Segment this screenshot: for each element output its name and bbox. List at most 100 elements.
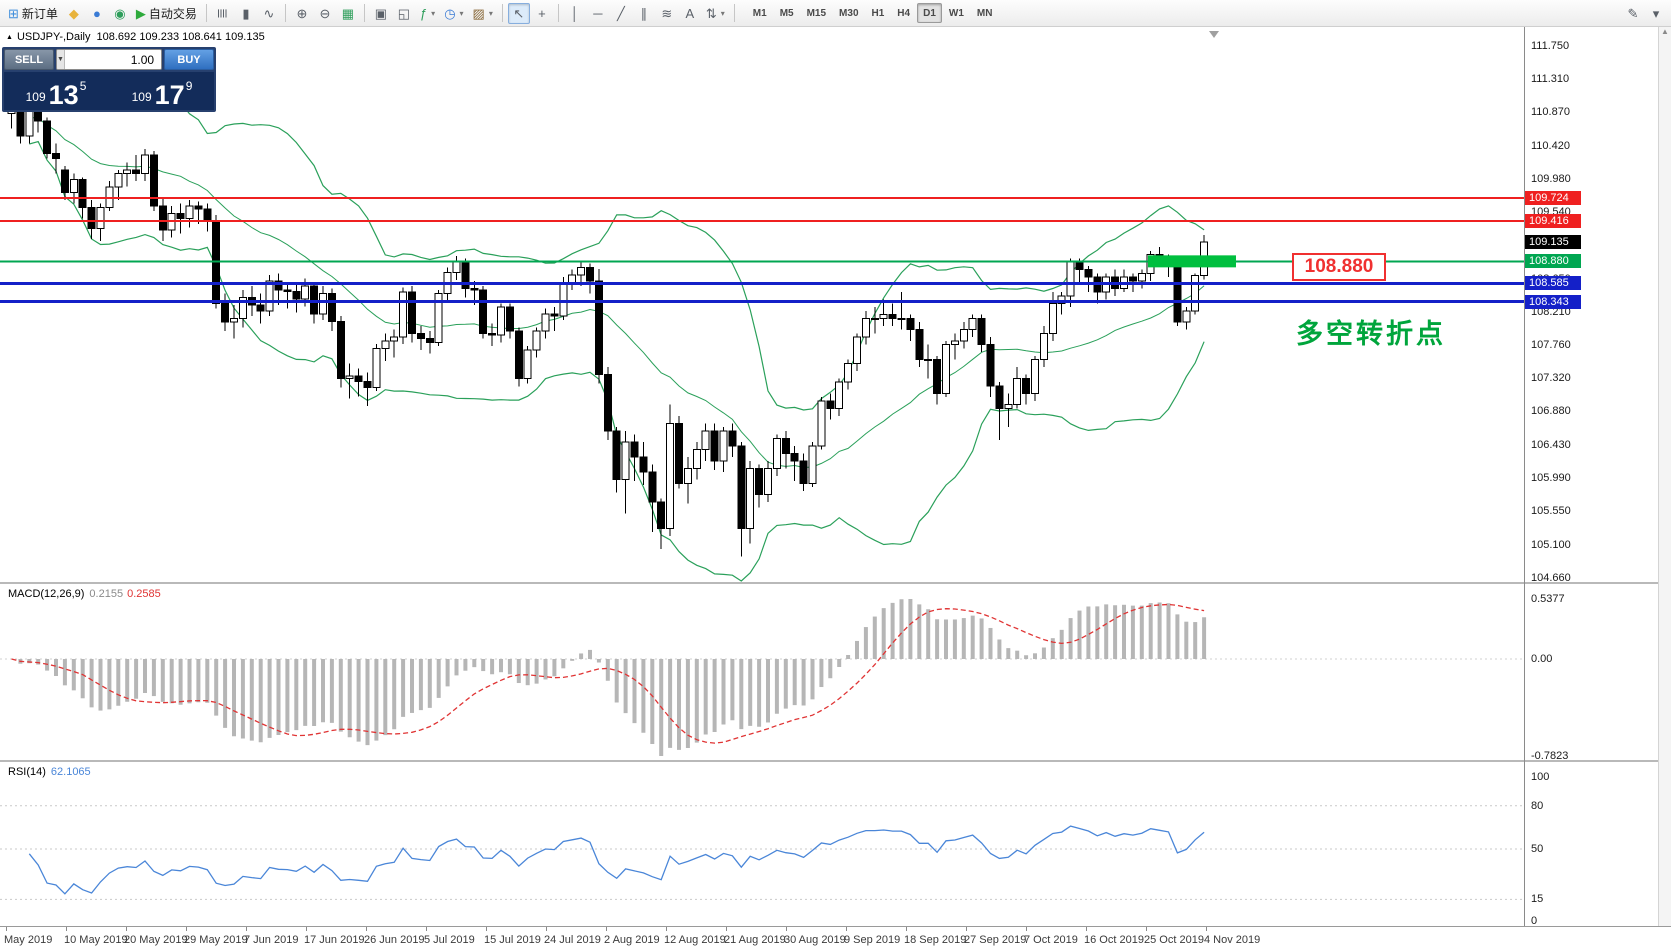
new-order-button[interactable]: ⊞ 新订单: [4, 3, 62, 24]
data-window-button[interactable]: ●: [86, 3, 108, 24]
timeframe-m15[interactable]: M15: [801, 3, 832, 23]
candle: [149, 154, 158, 207]
new-order-label: 新订单: [21, 6, 58, 21]
horizontal-line-button[interactable]: ─: [587, 3, 609, 24]
candle: [1004, 404, 1013, 409]
toolbar-separator: [363, 4, 365, 22]
cursor-button[interactable]: ↖: [507, 2, 530, 24]
crosshair-icon: +: [538, 5, 546, 21]
timeframe-m5[interactable]: M5: [774, 3, 800, 23]
timeframe-mn[interactable]: MN: [971, 3, 999, 23]
indicators-add-button[interactable]: ƒ ▾: [416, 3, 439, 24]
volume-input[interactable]: [64, 50, 161, 69]
candle: [924, 359, 933, 362]
zoom-out-button[interactable]: ⊖: [314, 3, 336, 24]
sell-price-big: 13: [48, 80, 79, 111]
bollinger-lower: [29, 140, 1205, 582]
candle: [185, 205, 194, 220]
toolbar-more-button[interactable]: ▾: [1645, 3, 1667, 24]
timeframe-m1[interactable]: M1: [747, 3, 773, 23]
candle: [470, 287, 479, 291]
bollinger-middle: [29, 116, 1205, 469]
right-scrollbar[interactable]: ▲: [1658, 27, 1671, 926]
text-label-button[interactable]: A: [679, 3, 701, 24]
date-label: 5 Jul 2019: [424, 934, 475, 946]
dropdown-arrow-icon: ▾: [720, 8, 725, 18]
chart-settings-button[interactable]: ✎: [1622, 3, 1644, 24]
candle: [1057, 295, 1066, 304]
scroll-up-icon[interactable]: ▲: [1661, 27, 1669, 36]
candlestick-chart-button[interactable]: ▮: [235, 3, 257, 24]
candle: [523, 349, 532, 379]
rsi-chart[interactable]: [0, 762, 1524, 926]
toolbar-separator: [557, 4, 559, 22]
macd-panel-divider[interactable]: [0, 582, 1671, 584]
sell-price-prefix: 109: [25, 90, 46, 104]
candle: [861, 317, 870, 338]
sell-button[interactable]: SELL: [4, 49, 54, 70]
timeframe-m30[interactable]: M30: [833, 3, 864, 23]
macd-main-value: 0.2155: [89, 588, 124, 600]
rsi-name: RSI(14): [8, 766, 46, 778]
rsi-panel-divider[interactable]: [0, 760, 1671, 762]
macd-chart[interactable]: [0, 584, 1524, 760]
candle: [69, 179, 78, 193]
navigator-icon: ◉: [114, 5, 126, 21]
price-chart[interactable]: [0, 27, 1524, 582]
collapse-arrow-icon[interactable]: ▲: [6, 33, 13, 41]
date-label: 25 Oct 2019: [1144, 934, 1204, 946]
price-axis-label: 107.320: [1531, 372, 1571, 385]
timeframe-h1[interactable]: H1: [866, 3, 891, 23]
candle: [968, 317, 977, 331]
trend-line-button[interactable]: ╱: [610, 3, 632, 24]
candle: [274, 280, 283, 291]
chart-shift-marker[interactable]: [1209, 31, 1219, 38]
candle: [853, 336, 861, 364]
dropdown-arrow-icon: ▾: [488, 8, 493, 18]
candle: [158, 205, 167, 231]
vertical-line-button[interactable]: │: [564, 3, 586, 24]
auto-trading-button[interactable]: ▶ 自动交易: [132, 3, 201, 24]
price-axis[interactable]: 111.750 111.310 110.870 110.420 109.980 109.5…: [1525, 0, 1657, 950]
timeframe-w1[interactable]: W1: [943, 3, 970, 23]
bar-chart-button[interactable]: ≣: [212, 3, 234, 24]
arrows-button[interactable]: ⇅ ▾: [702, 3, 729, 24]
cascade-windows-button[interactable]: ▣: [370, 3, 392, 24]
candle: [292, 290, 301, 300]
date-tick: [726, 927, 727, 931]
market-watch-button[interactable]: ◆: [63, 3, 85, 24]
candle: [692, 449, 701, 469]
highlight-bar[interactable]: [1148, 255, 1236, 268]
line-chart-button[interactable]: ∿: [258, 3, 280, 24]
date-label: 16 Oct 2019: [1084, 934, 1144, 946]
date-axis[interactable]: May 2019 10 May 2019 20 May 2019 29 May 201…: [0, 926, 1671, 950]
arrange-windows-button[interactable]: ◱: [393, 3, 415, 24]
periods-button[interactable]: ◷ ▾: [440, 3, 467, 24]
candle: [879, 314, 888, 319]
sell-price[interactable]: 109 13 5: [4, 72, 108, 110]
zoom-in-button[interactable]: ⊕: [291, 3, 313, 24]
date-tick: [6, 927, 7, 931]
date-tick: [426, 927, 427, 931]
date-tick: [306, 927, 307, 931]
date-label: 9 Sep 2019: [844, 934, 901, 946]
buy-price[interactable]: 109 17 9: [110, 72, 214, 110]
timeframe-d1[interactable]: D1: [917, 3, 942, 23]
templates-button[interactable]: ▨ ▾: [469, 3, 497, 24]
tile-windows-button[interactable]: ▦: [337, 3, 359, 24]
volume-dropdown-icon[interactable]: ▼: [57, 50, 65, 69]
buy-button[interactable]: BUY: [164, 49, 214, 70]
date-label: 15 Jul 2019: [484, 934, 541, 946]
arrows-icon: ⇅: [705, 5, 717, 21]
zoom-out-icon: ⊖: [319, 5, 331, 21]
equidistant-channel-button[interactable]: ∥: [633, 3, 655, 24]
navigator-button[interactable]: ◉: [109, 3, 131, 24]
fibonacci-button[interactable]: ≋: [656, 3, 678, 24]
candle: [345, 375, 354, 379]
candle: [141, 154, 149, 175]
timeframe-h4[interactable]: H4: [891, 3, 916, 23]
candle: [52, 152, 60, 160]
crosshair-button[interactable]: +: [531, 3, 553, 24]
price-callout: 108.880: [1292, 253, 1386, 281]
